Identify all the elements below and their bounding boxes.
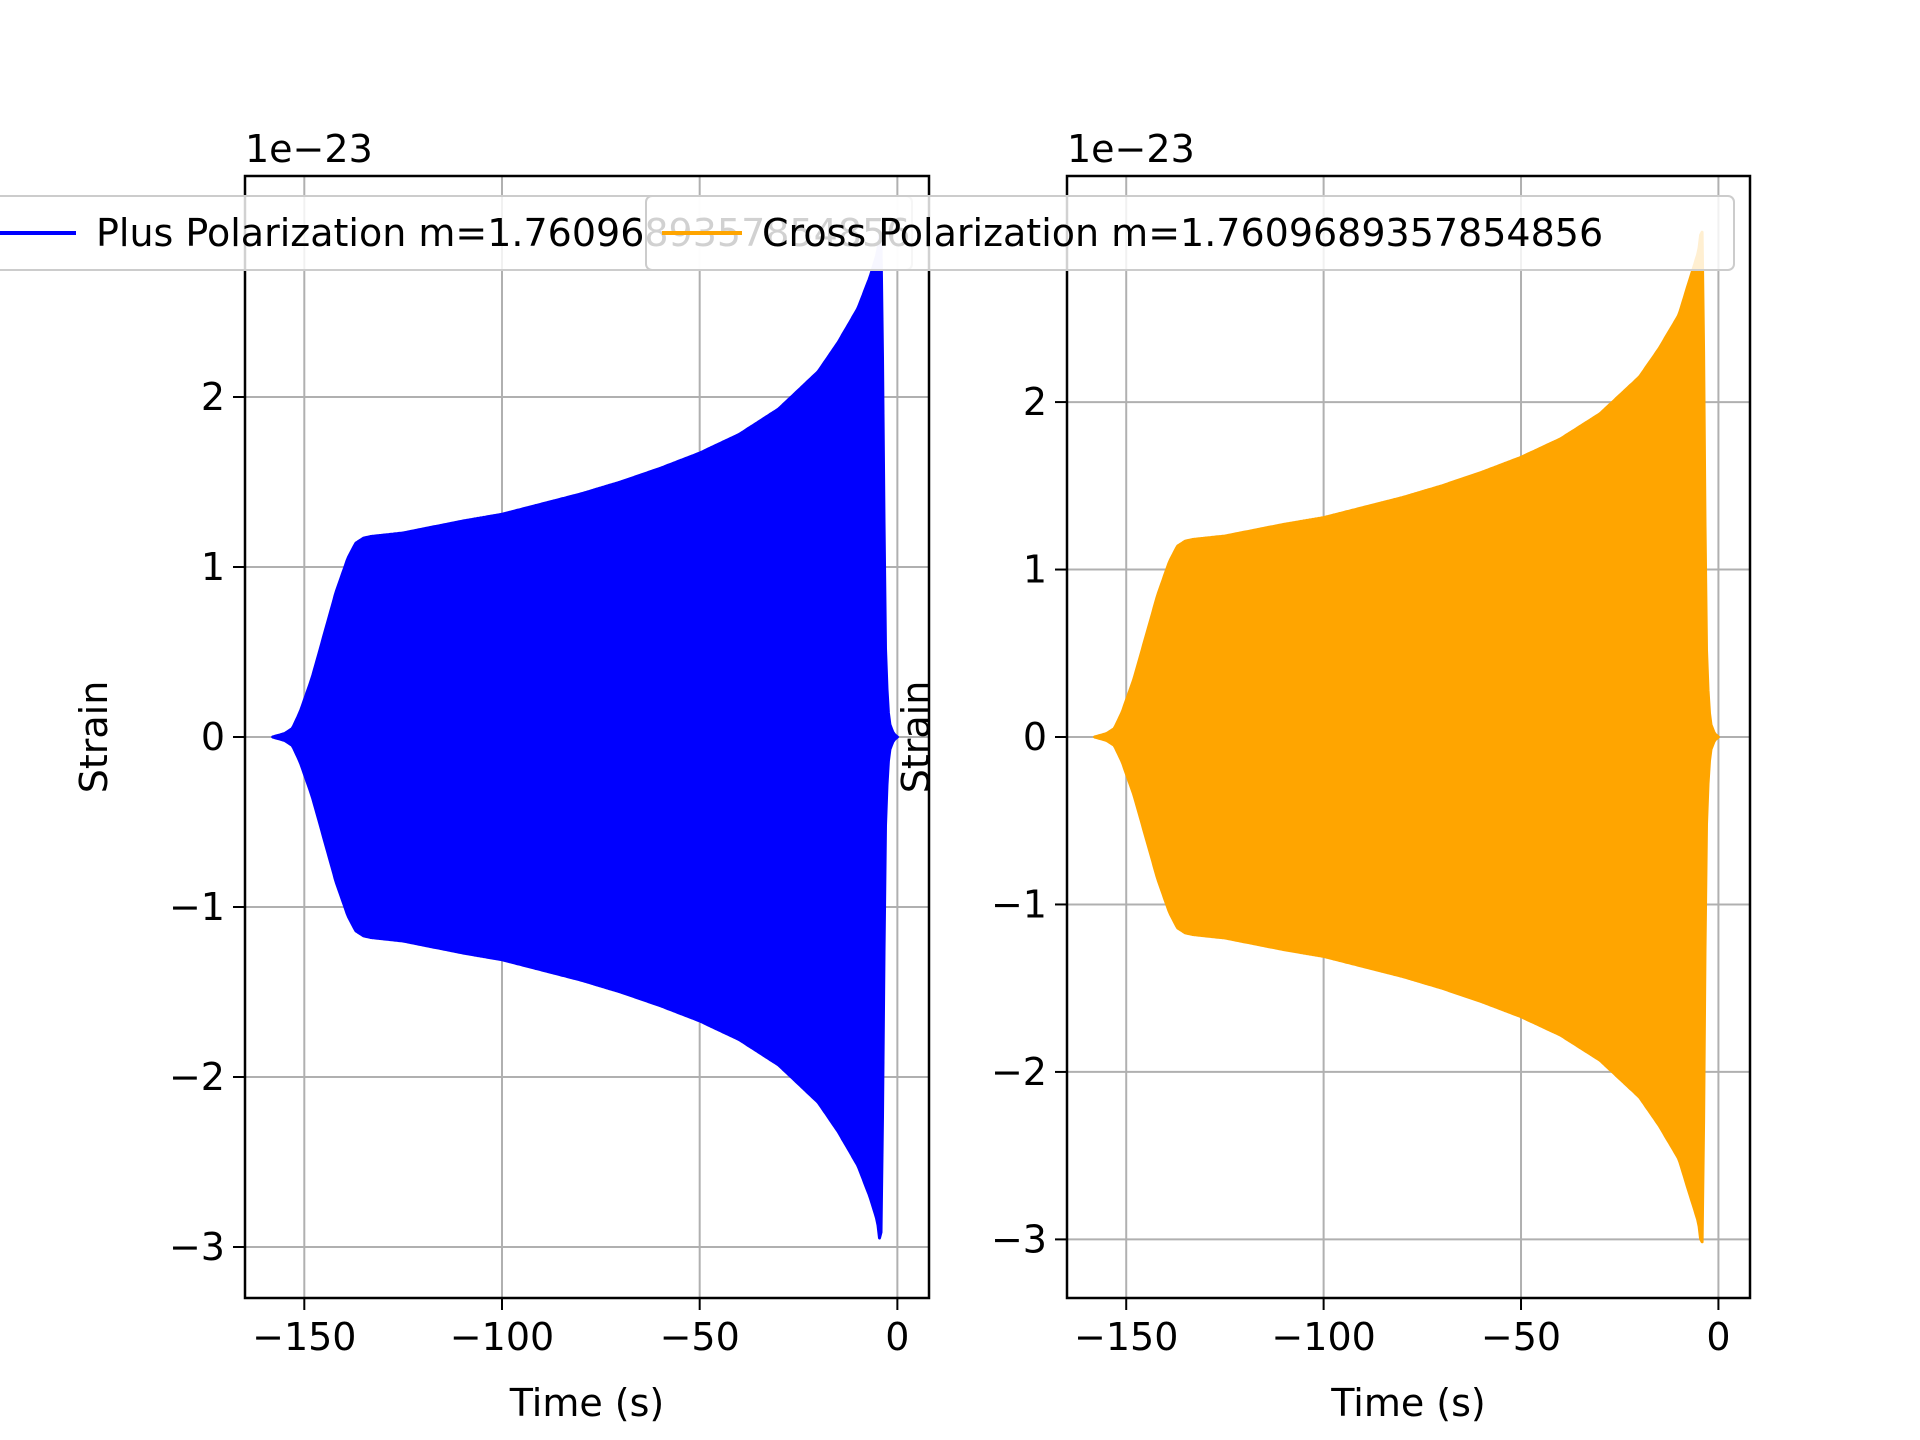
x-axis-label: Time (s) [1330,1381,1486,1425]
x-tick-label: −50 [660,1315,740,1359]
x-tick-label: 0 [885,1315,909,1359]
x-tick-label: −150 [252,1315,356,1359]
x-tick-label: −100 [1271,1315,1375,1359]
y-axis-label: Strain [894,681,938,794]
y-tick-label: −3 [169,1225,225,1269]
y-tick-label: −2 [991,1050,1047,1094]
x-tick-label: 0 [1706,1315,1730,1359]
x-tick-label: −100 [450,1315,554,1359]
subplot-cross-polarization: −150 −100 −50 0 −3 −2 −1 0 1 2 1e−23 Time (s) Strain [894,127,1752,1425]
y-tick-label: 1 [1023,548,1047,592]
y-tick-label: 0 [1023,715,1047,759]
legend-1: Cross Polarization m=1.7609689357854856 [645,195,1735,271]
y-offset-label: 1e−23 [1067,127,1195,171]
legends: Plus Polarization m=1.7609689357854856Cr… [0,195,1735,271]
x-tick-label: −50 [1481,1315,1561,1359]
y-tick-label: −3 [991,1217,1047,1261]
legend-box [645,195,1735,271]
y-tick-label: −1 [169,885,225,929]
y-tick-label: 2 [1023,380,1047,424]
series-waveform-0 [1093,230,1720,1244]
subplot-plus-polarization: −150 −100 −50 0 −3 −2 −1 0 1 2 1e−23 Time (s) Strain [72,127,931,1425]
y-tick-label: 0 [201,715,225,759]
x-axis-label: Time (s) [509,1381,665,1425]
y-tick-label: 1 [201,545,225,589]
y-tick-label: 2 [201,375,225,419]
y-tick-label: −1 [991,882,1047,926]
series-waveform-0 [271,234,899,1240]
y-tick-label: −2 [169,1055,225,1099]
y-offset-label: 1e−23 [245,127,373,171]
x-tick-label: −150 [1074,1315,1178,1359]
legend-label: Cross Polarization m=1.7609689357854856 [762,211,1603,255]
y-axis-label: Strain [72,681,116,794]
